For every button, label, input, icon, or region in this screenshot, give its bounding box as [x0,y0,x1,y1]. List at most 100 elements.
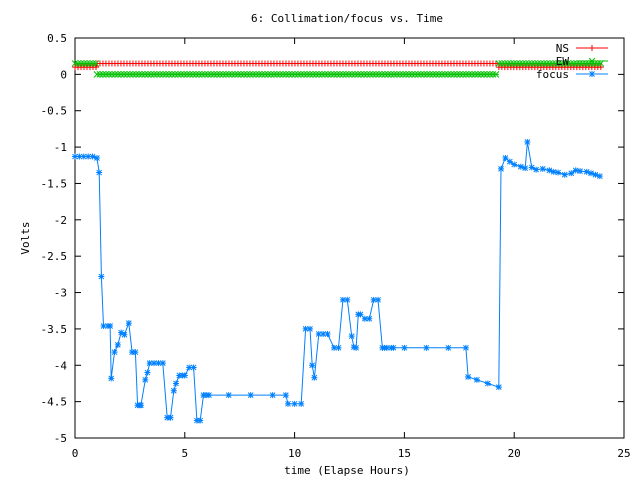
data-point [264,71,272,78]
data-point [583,168,590,175]
data-point [114,341,121,348]
data-point [180,71,188,78]
data-point [473,376,480,383]
data-point [408,71,416,78]
data-point [420,71,428,78]
data-point [108,375,115,382]
data-point [231,71,239,78]
data-point [89,153,96,160]
data-point [165,71,173,78]
data-point [219,71,227,78]
data-point [588,170,595,177]
data-point [384,71,392,78]
data-point [142,376,149,383]
data-point [228,71,236,78]
data-point [327,71,335,78]
data-point [285,71,293,78]
data-point [252,71,260,78]
data-point [174,71,182,78]
data-point [465,373,472,380]
data-point [312,71,320,78]
data-point [372,71,380,78]
data-point [577,168,584,175]
data-point [555,60,563,67]
data-point [506,158,513,165]
data-point [83,60,91,67]
data-point [132,71,140,78]
data-point [444,71,452,78]
data-point [311,374,318,381]
data-point [159,71,167,78]
data-point [114,71,122,78]
data-point [144,71,152,78]
data-point [331,344,338,351]
data-point [369,71,377,78]
data-point [572,167,579,174]
data-point [567,60,575,67]
data-point [200,392,207,399]
y-tick-label: -4.5 [41,396,68,409]
data-point [222,71,230,78]
data-point [568,170,575,177]
data-point [489,71,497,78]
data-point [71,60,79,67]
data-point [492,60,499,67]
data-point [267,71,275,78]
data-point [120,71,128,78]
data-point [93,155,100,161]
data-point [89,60,97,67]
data-point [249,71,257,78]
data-point [510,60,518,67]
data-point [321,71,329,78]
data-point [177,71,185,78]
data-point [405,71,413,78]
plot-border [74,37,625,439]
data-point [483,71,491,78]
data-point [561,60,569,67]
data-point [339,296,346,303]
series-focus [72,139,603,424]
data-point [396,71,404,78]
data-point [300,71,308,78]
data-point [171,71,179,78]
data-point [92,60,100,67]
y-tick-label: -3.5 [41,323,68,336]
data-point [511,161,518,168]
legend-label: focus [536,68,569,81]
data-point [345,71,353,78]
data-point [108,71,116,78]
data-point [98,273,105,280]
data-point [539,165,546,172]
data-point [111,349,118,356]
x-axis-label: time (Elapse Hours) [284,464,410,477]
data-point [107,323,114,329]
data-point [450,71,458,78]
data-point [121,331,128,338]
data-point [247,392,254,399]
data-point [135,71,143,78]
data-point [261,71,269,78]
data-point [399,71,407,78]
y-tick-label: -4 [54,359,68,372]
data-point [330,71,338,78]
data-point [597,64,604,71]
x-tick-label: 15 [398,447,411,460]
data-point [459,71,467,78]
data-point [93,64,99,71]
data-point [80,60,88,67]
data-point [524,139,531,145]
data-point [246,71,254,78]
data-point [216,71,224,78]
data-point [96,71,104,78]
data-point [383,344,390,351]
data-point [401,344,408,351]
data-point [561,171,568,178]
data-point [543,60,551,67]
data-point [417,71,425,78]
data-point [298,400,305,407]
x-tick-label: 20 [508,447,521,460]
data-point [193,417,200,424]
data-point [549,60,557,67]
